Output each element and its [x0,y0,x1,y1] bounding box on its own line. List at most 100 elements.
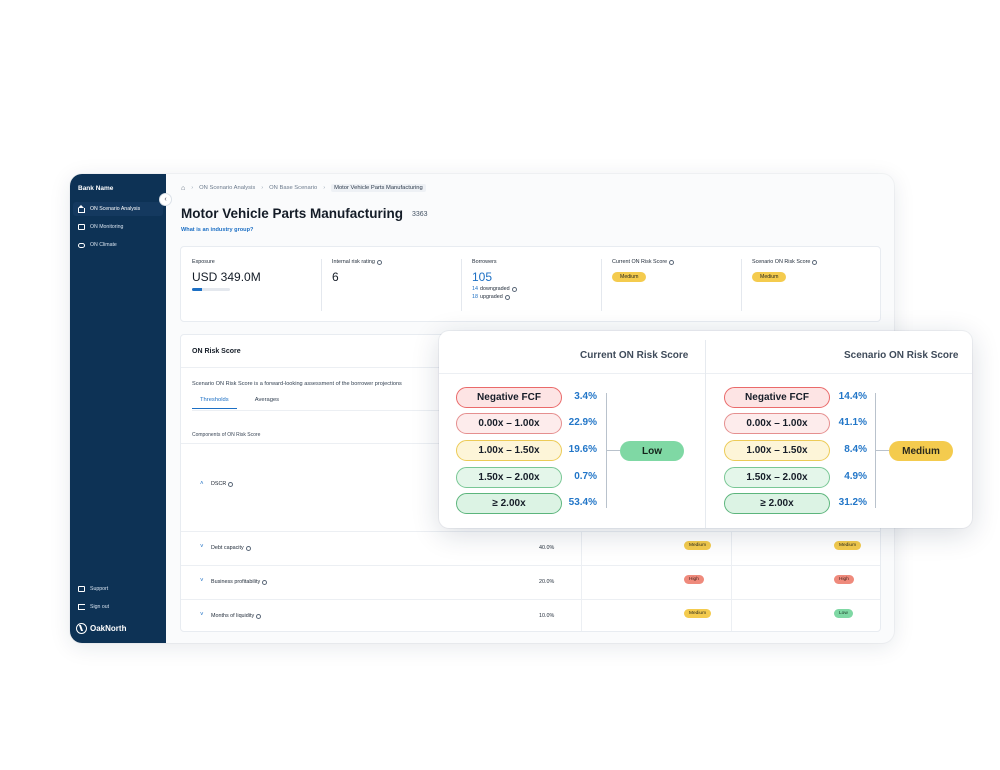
info-icon[interactable] [812,259,818,265]
monitor-icon [78,224,85,230]
status-badge: High [834,575,854,584]
status-badge: Medium [834,541,862,550]
scenario-score-title: Scenario ON Risk Score [844,350,959,361]
tab-thresholds[interactable]: Thresholds [192,396,237,409]
current-result-badge: Low [620,441,684,461]
kpi-borrowers: Borrowers 105 14 downgraded 18 upgraded [472,259,517,311]
tab-averages[interactable]: Averages [254,397,280,403]
chevron-down-icon[interactable]: ˅ [200,578,204,584]
collapse-sidebar-button[interactable]: ‹ [159,193,172,206]
band-percent: 41.1% [838,417,867,428]
row-label: Debt capacity [211,545,244,551]
kpi-label: Current ON Risk Score [612,259,668,265]
table-row[interactable]: ˅ Months of liquidity 10.0% Medium Low [181,599,880,631]
support-icon [78,586,85,592]
risk-score-comparison-card: Current ON Risk Score Scenario ON Risk S… [439,331,972,528]
band-percent: 0.7% [574,471,597,482]
info-icon[interactable] [228,481,234,487]
exposure-progress-fill [192,288,202,291]
band-over-2x: ≥ 2.00x [456,493,562,514]
current-score-title: Current ON Risk Score [580,350,689,361]
exposure-progress-bar [192,288,230,291]
kpi-exposure: Exposure USD 349.0M [192,259,261,311]
status-badge: Medium [684,609,712,618]
band-percent: 22.9% [568,417,597,428]
sidebar-item-scenario-analysis[interactable]: ON Scenario Analysis [73,202,163,216]
breadcrumb-link[interactable]: ON Scenario Analysis [199,185,256,191]
upgraded-line: 18 upgraded [472,294,517,300]
sidebar-item-label: ON Monitoring [90,224,124,230]
downgraded-count[interactable]: 14 [472,286,478,292]
kpi-label: Internal risk rating [332,259,375,265]
sidebar-item-monitoring[interactable]: ON Monitoring [73,220,163,234]
sidebar-item-label: ON Climate [90,242,117,248]
info-icon[interactable] [256,613,262,619]
bank-name: Bank Name [78,185,114,192]
sidebar-item-climate[interactable]: ON Climate [73,238,163,252]
oaknorth-logo-icon [76,623,87,634]
oaknorth-logo: OakNorth [76,623,126,634]
band-1-1.5x: 1.00x – 1.50x [456,440,562,461]
status-badge: Medium [684,541,712,550]
kpi-scenario-score: Scenario ON Risk Score Medium [752,259,818,311]
chevron-right-icon: › [191,185,194,191]
kpi-value: USD 349.0M [192,270,261,284]
info-icon[interactable] [511,286,517,292]
kpi-value[interactable]: 105 [472,270,493,284]
status-badge: High [684,575,704,584]
bracket-connector [606,450,620,451]
breadcrumb-link[interactable]: ON Base Scenario [269,185,318,191]
industry-count: 3363 [412,211,428,218]
band-negative-fcf: Negative FCF [724,387,830,408]
band-negative-fcf: Negative FCF [456,387,562,408]
info-icon[interactable] [504,294,510,300]
breadcrumb-current: Motor Vehicle Parts Manufacturing [331,184,426,192]
components-header: Components of ON Risk Score [192,432,261,438]
chevron-right-icon: › [261,185,264,191]
info-icon[interactable] [376,259,382,265]
bracket-connector [875,450,889,451]
table-row[interactable]: ˅ Business profitability 20.0% High High [181,565,880,599]
info-icon[interactable] [262,579,268,585]
downgraded-label: downgraded [480,286,510,292]
logo-text: OakNorth [90,624,127,633]
band-1.5-2x: 1.50x – 2.00x [456,467,562,488]
upgraded-count[interactable]: 18 [472,294,478,300]
row-weight: 10.0% [539,613,555,619]
kpi-internal-rating: Internal risk rating 6 [332,259,382,311]
band-0-1x: 0.00x – 1.00x [456,413,562,434]
section-title: ON Risk Score [192,348,241,355]
chevron-down-icon[interactable]: ˅ [200,544,204,550]
chevron-up-icon[interactable]: ˄ [200,481,204,487]
sidebar-item-support[interactable]: Support [73,582,163,596]
home-icon[interactable]: ⌂ [181,184,186,192]
sidebar-item-sign-out[interactable]: Sign out [73,600,163,614]
band-percent: 53.4% [568,497,597,508]
table-row[interactable]: ˅ Debt capacity 40.0% Medium Medium [181,531,880,565]
row-label: Business profitability [211,579,261,585]
downgraded-line: 14 downgraded [472,286,517,292]
band-over-2x: ≥ 2.00x [724,493,830,514]
band-percent: 31.2% [838,497,867,508]
sidebar-item-label: ON Scenario Analysis [90,206,141,212]
chevron-right-icon: › [323,185,326,191]
kpi-summary-card: Exposure USD 349.0M Internal risk rating… [180,246,881,322]
industry-group-link[interactable]: What is an industry group? [181,227,254,233]
row-weight: 20.0% [539,579,555,585]
band-0-1x: 0.00x – 1.00x [724,413,830,434]
kpi-value: 6 [332,270,339,284]
scenario-result-badge: Medium [889,441,953,461]
band-percent: 19.6% [568,444,597,455]
row-label: Months of liquidity [211,613,255,619]
info-icon[interactable] [245,545,251,551]
chevron-down-icon[interactable]: ˅ [200,612,204,618]
info-icon[interactable] [669,259,675,265]
band-1-1.5x: 1.00x – 1.50x [724,440,830,461]
band-1.5-2x: 1.50x – 2.00x [724,467,830,488]
sidebar: Bank Name ON Scenario Analysis ON Monito… [70,174,166,643]
page-title: Motor Vehicle Parts Manufacturing [181,206,404,221]
row-weight: 40.0% [539,545,555,551]
status-badge: Low [834,609,853,618]
band-percent: 3.4% [574,391,597,402]
sidebar-item-label: Support [90,586,109,592]
